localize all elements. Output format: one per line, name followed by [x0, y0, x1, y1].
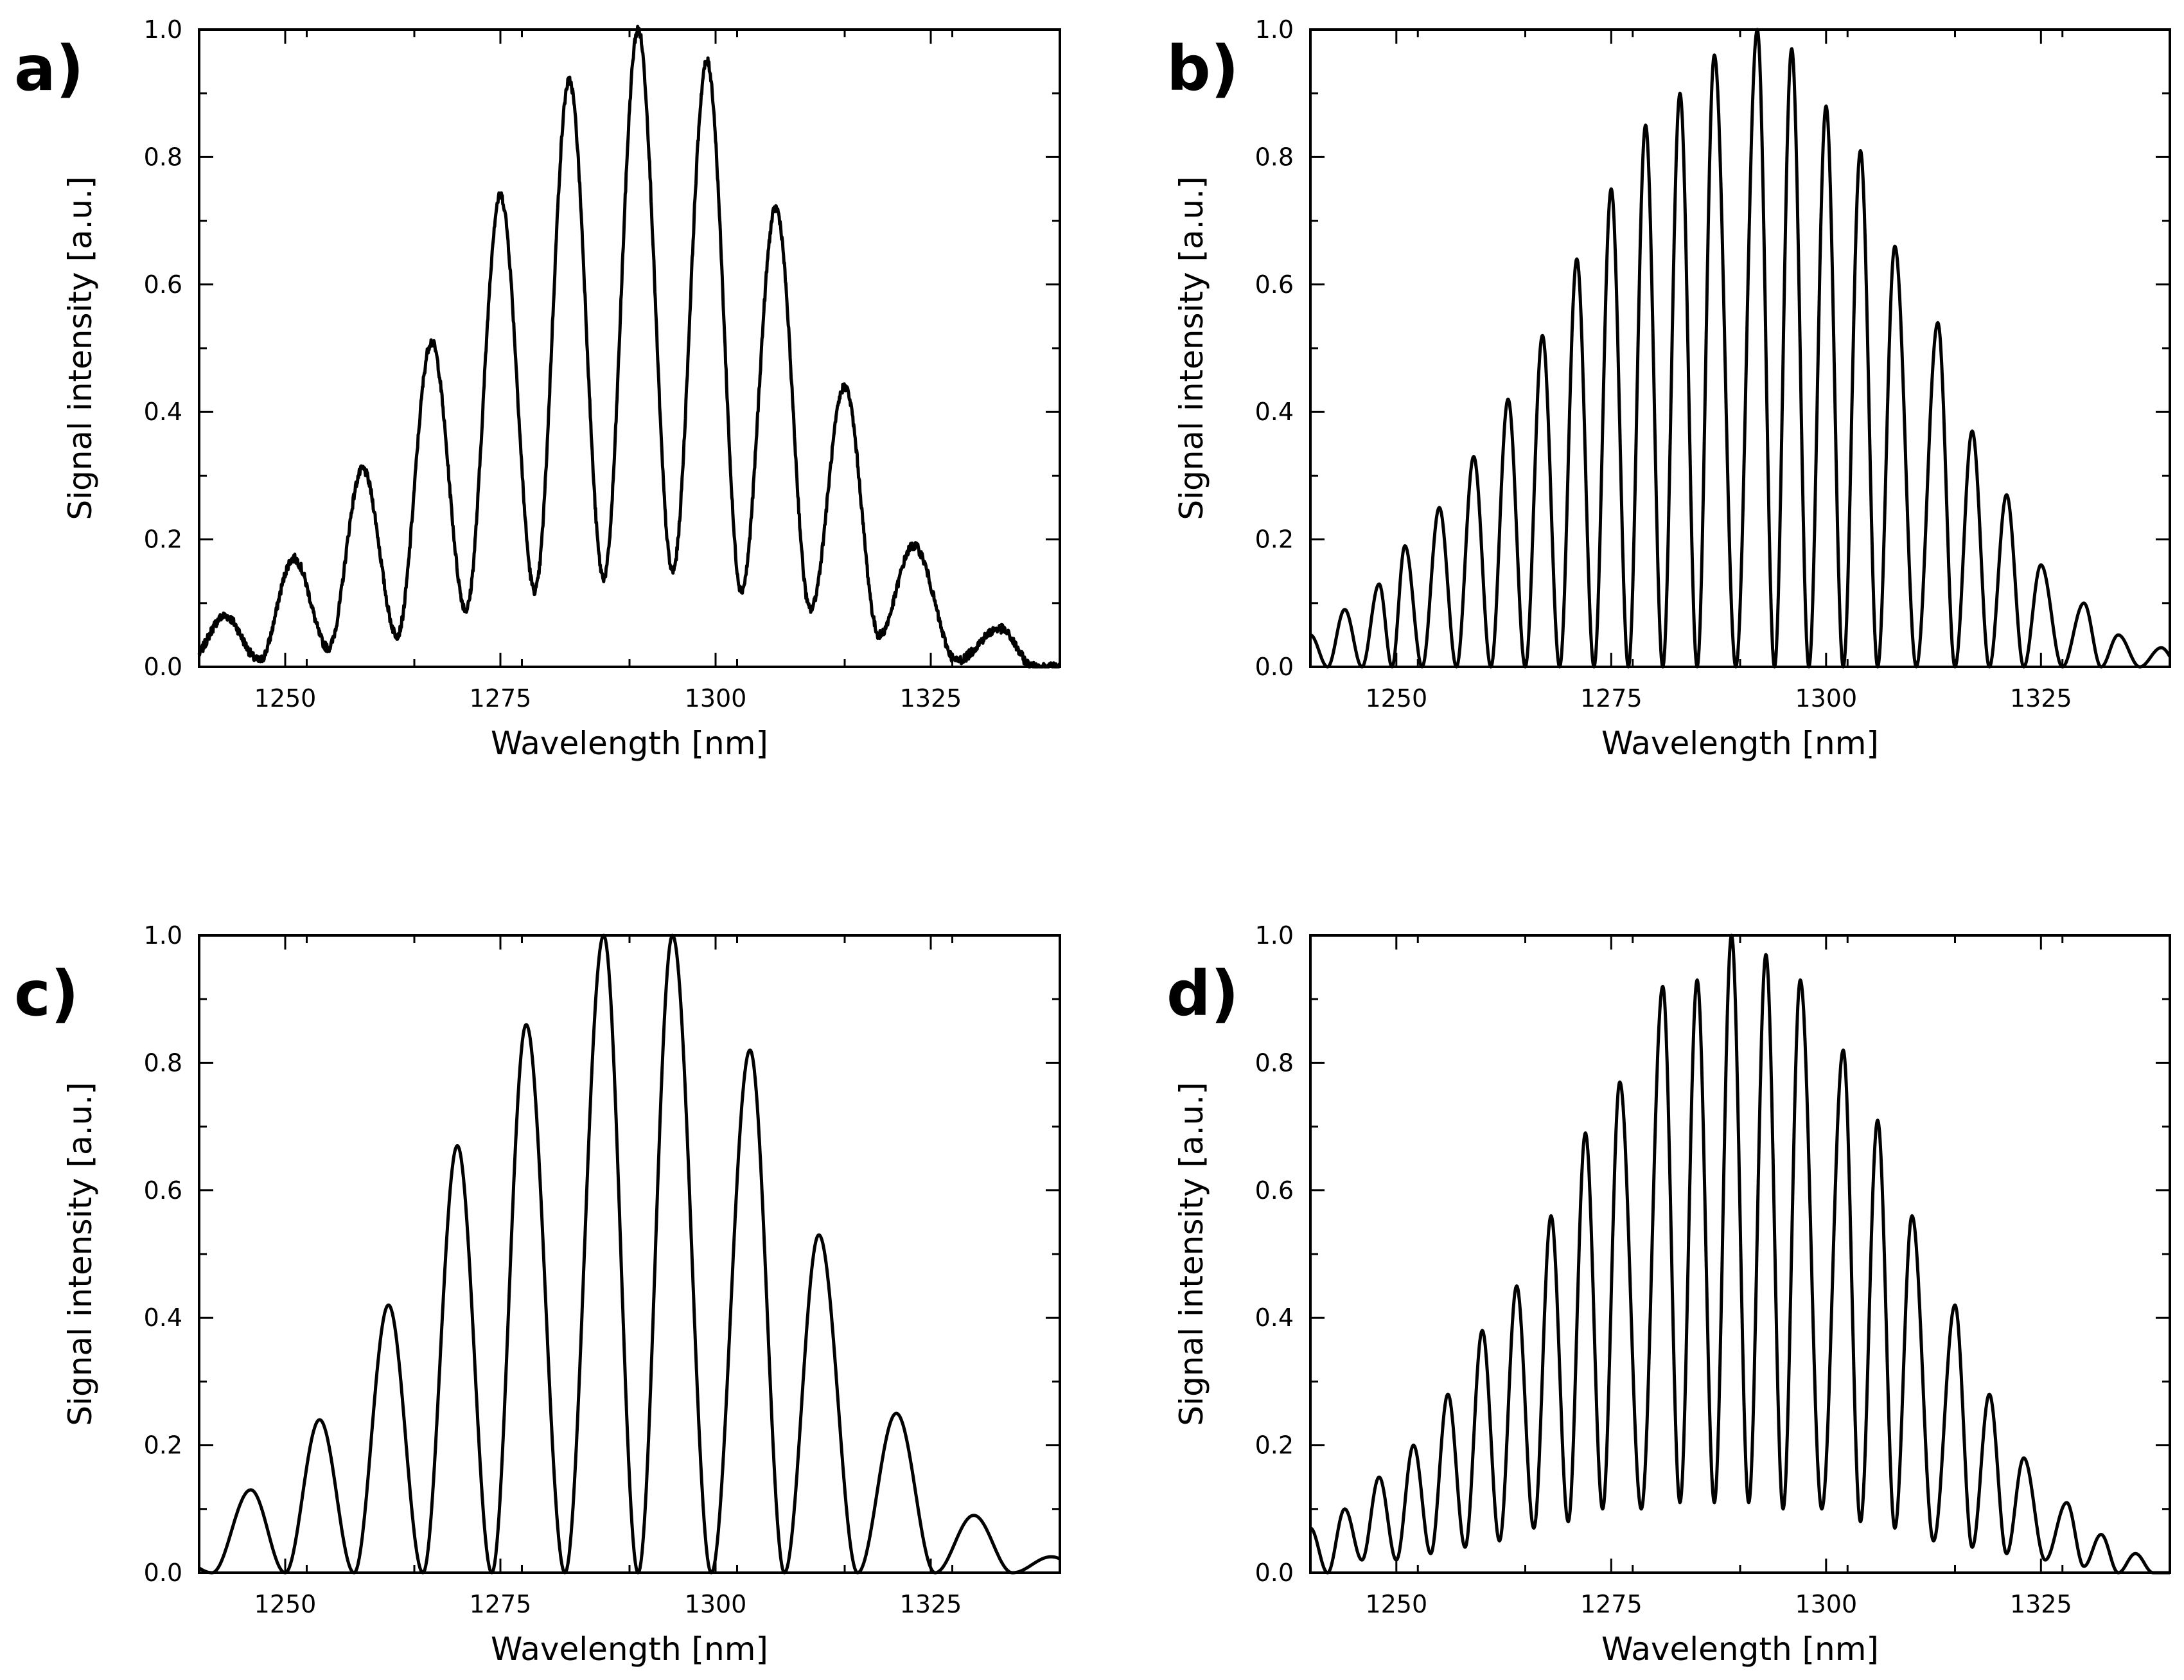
- x-tick-label: 1250: [1365, 1590, 1427, 1618]
- panel-d: d) 1250 1275 1300 1325 0.0 0.2 0.4 0.6 0.8 1.0 Wav…: [1167, 921, 2171, 1668]
- x-tick-label: 1275: [1580, 1590, 1642, 1618]
- panel-label: b): [1167, 33, 1239, 105]
- y-tick-label: 0.4: [144, 398, 182, 426]
- panel-label: a): [14, 33, 84, 105]
- plot-area: 1250 1275 1300 1325 0.0 0.2 0.4 0.6 0.8 1.0 Wavele…: [1173, 921, 2171, 1668]
- y-tick-label: 0.4: [144, 1304, 182, 1332]
- plot-area: 1250 1275 1300 1325 0.0 0.2 0.4 0.6 0.8 1.0 Wavele…: [62, 921, 1061, 1668]
- x-axis-label: Wavelength [nm]: [1601, 725, 1879, 762]
- y-tick-label: 0.2: [144, 526, 182, 554]
- y-tick-label: 0.2: [1255, 1431, 1294, 1460]
- y-tick-label: 0.0: [1255, 1559, 1294, 1587]
- panel-label: c): [14, 958, 79, 1030]
- y-tick-label: 0.6: [1255, 270, 1294, 299]
- y-tick-label: 0.8: [144, 1048, 182, 1077]
- x-tick-label: 1325: [2010, 1590, 2072, 1618]
- x-tick-label: 1300: [685, 1590, 747, 1618]
- panel-a: a) 1250 1275 1300 1325 0.0 0.2 0.4 0.6 0.8 1.0 Wav…: [14, 15, 1062, 762]
- x-axis-label: Wavelength [nm]: [1601, 1631, 1879, 1668]
- y-tick-label: 0.6: [144, 1176, 182, 1205]
- x-axis-label: Wavelength [nm]: [491, 725, 768, 762]
- x-tick-label: 1300: [1795, 1590, 1857, 1618]
- y-tick-label: 1.0: [144, 15, 182, 44]
- y-tick-label: 0.2: [144, 1431, 182, 1460]
- y-tick-label: 0.4: [1255, 1304, 1294, 1332]
- x-tick-label: 1300: [685, 684, 747, 712]
- panel-label: d): [1167, 958, 1239, 1030]
- spectrum-line: [1309, 933, 2171, 1575]
- x-tick-label: 1250: [254, 1590, 317, 1618]
- x-tick-label: 1275: [470, 1590, 532, 1618]
- x-tick-label: 1275: [470, 684, 532, 712]
- y-tick-label: 0.6: [1255, 1176, 1294, 1205]
- y-tick-label: 0.0: [144, 1559, 182, 1587]
- y-tick-label: 0.8: [1255, 143, 1294, 171]
- y-tick-label: 0.8: [1255, 1048, 1294, 1077]
- spectrum-line: [1309, 28, 2172, 669]
- y-tick-label: 0.4: [1255, 398, 1294, 426]
- y-tick-label: 0.0: [144, 653, 182, 681]
- plot-area: 1250 1275 1300 1325 0.0 0.2 0.4 0.6 0.8 1.0 Wavele…: [1173, 15, 2172, 762]
- x-tick-label: 1300: [1795, 684, 1857, 712]
- x-tick-label: 1325: [2010, 684, 2072, 712]
- x-tick-label: 1250: [1365, 684, 1427, 712]
- x-tick-label: 1275: [1580, 684, 1642, 712]
- y-tick-label: 0.2: [1255, 526, 1294, 554]
- x-tick-label: 1250: [254, 684, 317, 712]
- x-tick-label: 1325: [900, 684, 962, 712]
- spectrum-line: [198, 933, 1061, 1575]
- plot-area: 1250 1275 1300 1325 0.0 0.2 0.4 0.6 0.8 1.0 Wavele…: [62, 15, 1062, 762]
- x-axis-label: Wavelength [nm]: [491, 1631, 768, 1668]
- panel-c: c) 1250 1275 1300 1325 0.0 0.2 0.4 0.6 0.8 1.0 Wav…: [14, 921, 1061, 1668]
- y-tick-label: 1.0: [1255, 921, 1294, 950]
- y-axis-label: Signal intensity [a.u.]: [62, 1082, 99, 1426]
- y-tick-label: 0.0: [1255, 653, 1294, 681]
- y-tick-label: 0.8: [144, 143, 182, 171]
- y-axis-label: Signal intensity [a.u.]: [1173, 1082, 1210, 1426]
- panel-b: b) 1250 1275 1300 1325 0.0 0.2 0.4 0.6 0.8 1.0 Wav…: [1167, 15, 2172, 762]
- y-axis-label: Signal intensity [a.u.]: [1173, 176, 1210, 520]
- y-tick-label: 1.0: [144, 921, 182, 950]
- y-axis-label: Signal intensity [a.u.]: [62, 176, 99, 520]
- y-tick-label: 1.0: [1255, 15, 1294, 44]
- x-tick-label: 1325: [900, 1590, 962, 1618]
- y-tick-label: 0.6: [144, 270, 182, 299]
- spectrum-line: [197, 24, 1062, 669]
